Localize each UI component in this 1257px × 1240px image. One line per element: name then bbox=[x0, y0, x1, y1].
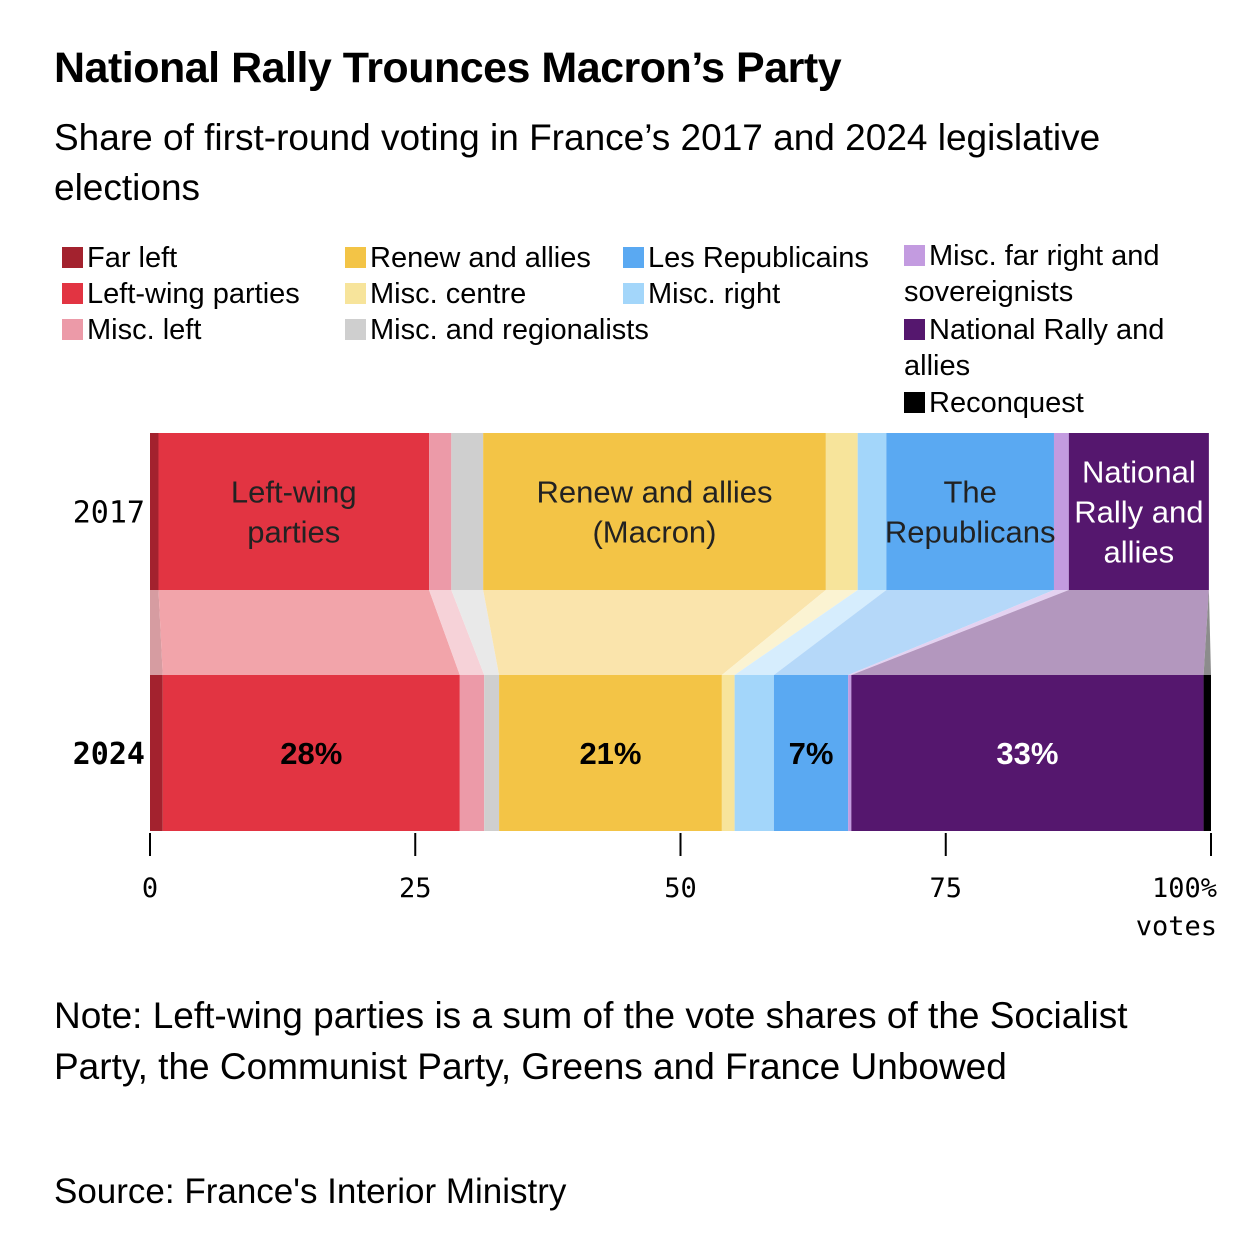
bar-segment bbox=[150, 675, 163, 831]
legend-item-far-left: Far left bbox=[62, 240, 177, 276]
segment-label-2024: 28% bbox=[280, 736, 342, 771]
legend-item-misc-far-right: Misc. far right and sovereignists bbox=[904, 238, 1214, 310]
legend-swatch bbox=[904, 392, 925, 413]
bar-segment bbox=[857, 433, 887, 590]
legend-item-les-republicains: Les Republicains bbox=[623, 240, 869, 276]
bar-segment bbox=[886, 433, 1054, 590]
bar-segment bbox=[734, 675, 774, 831]
legend-label: Left-wing parties bbox=[87, 278, 300, 310]
chart-subtitle: Share of first-round voting in France’s … bbox=[54, 117, 1101, 208]
legend-swatch bbox=[904, 319, 925, 340]
bar-segment bbox=[162, 675, 460, 831]
bar-segment bbox=[851, 675, 1204, 831]
legend-swatch bbox=[62, 283, 83, 304]
bar-segment bbox=[429, 433, 452, 590]
legend-label: Misc. left bbox=[87, 314, 202, 346]
legend-swatch bbox=[62, 247, 83, 268]
x-tick-label: 0 bbox=[142, 873, 158, 904]
bar-segment bbox=[1068, 433, 1209, 590]
legend-item-national-rally: National Rally and allies bbox=[904, 312, 1214, 384]
connector-band bbox=[150, 590, 163, 675]
legend-item-misc-regionalists: Misc. and regionalists bbox=[345, 312, 649, 348]
bar-segment bbox=[1053, 433, 1069, 590]
legend-item-left-wing: Left-wing parties bbox=[62, 276, 300, 312]
legend-swatch bbox=[345, 319, 366, 340]
segment-label-2024: 21% bbox=[579, 736, 641, 771]
bar-segment bbox=[451, 433, 484, 590]
category-label: 2017 bbox=[73, 496, 145, 531]
chart-title: National Rally Trounces Macron’s Party bbox=[54, 44, 842, 92]
legend-item-misc-centre: Misc. centre bbox=[345, 276, 526, 312]
connector-band bbox=[721, 590, 858, 675]
legend-item-reconquest: Reconquest bbox=[904, 385, 1084, 421]
connector-band bbox=[429, 590, 485, 675]
bar-segment bbox=[773, 675, 849, 831]
legend-item-misc-right: Misc. right bbox=[623, 276, 780, 312]
legend-label: National Rally and allies bbox=[904, 314, 1165, 382]
legend-label: Misc. far right and sovereignists bbox=[904, 240, 1160, 308]
bar-segment bbox=[150, 433, 159, 590]
legend-label: Far left bbox=[87, 242, 178, 274]
legend-swatch bbox=[904, 245, 925, 266]
connector-band bbox=[483, 590, 826, 675]
bar-segment bbox=[1203, 675, 1211, 831]
chart-note: Note: Left-wing parties is a sum of the … bbox=[54, 995, 1128, 1087]
segment-label-2017: Renew and allies (Macron) bbox=[536, 475, 772, 550]
legend-swatch bbox=[62, 319, 83, 340]
segment-label-2024: 33% bbox=[996, 736, 1058, 771]
segment-label-2017: National Rally and allies bbox=[1074, 455, 1203, 570]
segment-label-2017: Left-wing parties bbox=[231, 475, 357, 550]
legend-label: Reconquest bbox=[929, 387, 1084, 419]
connector-band bbox=[851, 590, 1209, 675]
bar-segment bbox=[459, 675, 485, 831]
segment-label-2017: The Republicans bbox=[885, 475, 1056, 550]
legend-item-misc-left: Misc. left bbox=[62, 312, 201, 348]
bar-segment bbox=[484, 675, 500, 831]
connector-band bbox=[848, 590, 1069, 675]
bar-segment bbox=[158, 433, 430, 590]
x-tick-label: 75 bbox=[929, 873, 962, 904]
connector-band bbox=[773, 590, 1054, 675]
legend-label: Misc. right bbox=[648, 278, 781, 310]
bar-segment bbox=[825, 433, 858, 590]
bar-segment bbox=[499, 675, 722, 831]
stacked-bar-chart: 2017 2024 Left-wing parties Renew and allies… bbox=[73, 433, 1217, 942]
legend-item-renew: Renew and allies bbox=[345, 240, 591, 276]
x-axis-label: votes bbox=[1136, 911, 1217, 942]
connector-band bbox=[158, 590, 460, 675]
legend-label: Misc. centre bbox=[370, 278, 527, 310]
legend-swatch bbox=[345, 283, 366, 304]
category-label: 2024 bbox=[73, 737, 145, 772]
legend-label: Misc. and regionalists bbox=[370, 314, 649, 346]
legend-label: Les Republicains bbox=[648, 242, 869, 274]
legend-label: Renew and allies bbox=[370, 242, 591, 274]
chart-source: Source: France's Interior Ministry bbox=[54, 1172, 567, 1211]
connector-band bbox=[451, 590, 500, 675]
legend-swatch bbox=[623, 247, 644, 268]
segment-label-2024: 7% bbox=[789, 736, 834, 771]
bar-segment bbox=[483, 433, 826, 590]
bar-segment bbox=[848, 675, 852, 831]
x-tick-label: 50 bbox=[664, 873, 697, 904]
connector-band bbox=[734, 590, 887, 675]
x-tick-label: 25 bbox=[399, 873, 432, 904]
legend-swatch bbox=[623, 283, 644, 304]
connector-band bbox=[1203, 590, 1211, 675]
legend-swatch bbox=[345, 247, 366, 268]
x-tick-label: 100% bbox=[1152, 873, 1217, 904]
bar-segment bbox=[721, 675, 735, 831]
